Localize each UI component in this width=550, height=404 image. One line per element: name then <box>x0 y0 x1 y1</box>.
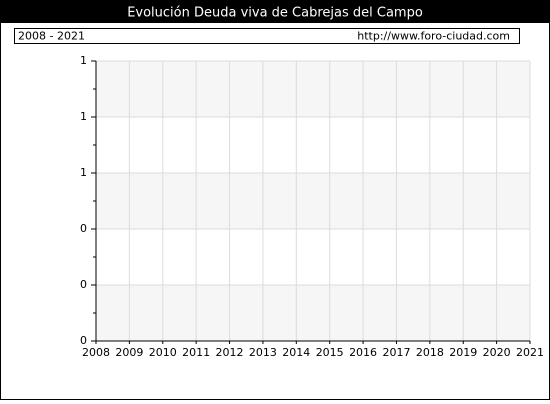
x-tick-label: 2018 <box>416 346 444 359</box>
plot-band <box>96 61 530 117</box>
period-label: 2008 - 2021 <box>18 30 85 43</box>
y-tick-label: 0 <box>80 278 87 291</box>
y-tick-label: 0 <box>80 222 87 235</box>
plot-band <box>96 285 530 341</box>
x-tick-label: 2020 <box>483 346 511 359</box>
plot-band <box>96 173 530 229</box>
x-tick-label: 2015 <box>316 346 344 359</box>
x-tick-label: 2016 <box>349 346 377 359</box>
source-label: http://www.foro-ciudad.com <box>357 30 510 43</box>
y-tick-label: 0 <box>80 334 87 347</box>
x-tick-label: 2021 <box>516 346 544 359</box>
chart-title: Evolución Deuda viva de Cabrejas del Cam… <box>127 6 423 21</box>
x-tick-label: 2010 <box>149 346 177 359</box>
x-tick-label: 2008 <box>82 346 110 359</box>
y-tick-label: 1 <box>80 166 87 179</box>
y-tick-label: 1 <box>80 54 87 67</box>
x-tick-label: 2014 <box>282 346 310 359</box>
x-tick-label: 2019 <box>449 346 477 359</box>
title-bar <box>0 0 550 23</box>
x-tick-label: 2011 <box>182 346 210 359</box>
x-tick-label: 2017 <box>382 346 410 359</box>
y-tick-label: 1 <box>80 110 87 123</box>
x-tick-label: 2012 <box>216 346 244 359</box>
plot-band <box>96 229 530 285</box>
x-tick-label: 2009 <box>115 346 143 359</box>
plot-band <box>96 117 530 173</box>
subheader-box <box>14 28 520 44</box>
x-tick-label: 2013 <box>249 346 277 359</box>
